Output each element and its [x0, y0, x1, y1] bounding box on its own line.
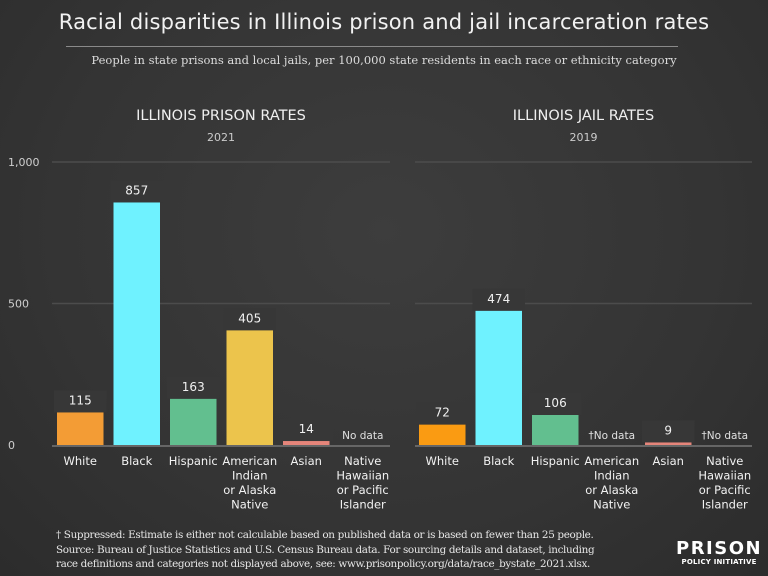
data-label: 474: [487, 292, 510, 306]
category-label: or Pacific: [699, 483, 751, 497]
logo-line-1: PRISON: [676, 538, 763, 559]
data-label: 115: [69, 393, 92, 407]
label-backdrop: [280, 419, 333, 442]
category-label: or Alaska: [585, 483, 638, 497]
category-label: White: [64, 454, 97, 468]
no-data-label: †No data: [701, 430, 748, 442]
data-label: 106: [544, 396, 567, 410]
bar-black: [475, 310, 522, 445]
data-label: 163: [182, 380, 205, 394]
bar-white: [57, 412, 104, 445]
category-label: American: [584, 454, 639, 468]
category-label: Black: [121, 454, 152, 468]
category-label: Native: [706, 454, 743, 468]
data-label: 14: [299, 422, 314, 436]
bar-asian: [645, 442, 692, 445]
label-backdrop: [54, 390, 107, 413]
category-label: or Pacific: [337, 483, 389, 497]
jail-chart-title: ILLINOIS JAIL RATES: [512, 108, 655, 124]
bar-hispanic: [170, 398, 217, 445]
y-tick-label: 500: [8, 298, 29, 311]
no-data-label: †No data: [588, 430, 635, 442]
category-label: Native: [231, 498, 268, 512]
data-label: 9: [664, 423, 672, 437]
title-divider: [66, 46, 678, 47]
category-label: Asian: [653, 454, 684, 468]
page-subtitle: People in state prisons and local jails,…: [91, 53, 677, 67]
label-backdrop: [110, 180, 163, 203]
bar-asian: [283, 441, 330, 445]
footnote: † Suppressed: Estimate is either not cal…: [56, 528, 595, 572]
label-backdrop: [223, 308, 276, 331]
category-label: Asian: [291, 454, 322, 468]
category-label: Hispanic: [169, 454, 218, 468]
label-backdrop: [472, 288, 525, 311]
category-label: Indian: [232, 469, 268, 483]
prison-policy-initiative-logo: PRISON POLICY INITIATIVE: [676, 538, 763, 567]
category-label: or Alaska: [223, 483, 276, 497]
jail-chart-year: 2019: [569, 131, 598, 144]
label-backdrop: [416, 402, 469, 425]
page-title: Racial disparities in Illinois prison an…: [58, 10, 710, 34]
category-label: Native: [344, 454, 381, 468]
bar-black: [113, 202, 160, 445]
footnote-source: Source: Bureau of Justice Statistics and…: [56, 543, 595, 556]
category-label: Hispanic: [531, 454, 580, 468]
data-label: 72: [435, 406, 450, 420]
bar-hispanic: [532, 415, 579, 445]
footnote-link: race definitions and categories not disp…: [56, 558, 590, 570]
data-label: 857: [125, 183, 148, 197]
label-backdrop: [529, 393, 582, 416]
category-label: White: [426, 454, 459, 468]
category-label: Black: [483, 454, 514, 468]
category-label: American: [222, 454, 277, 468]
y-tick-label: 1,000: [8, 156, 40, 169]
logo-line-2: POLICY INITIATIVE: [681, 558, 757, 566]
category-label: Native: [593, 498, 630, 512]
category-label: Hawaiian: [698, 469, 751, 483]
category-label: Hawaiian: [336, 469, 389, 483]
footnote-suppressed: † Suppressed: Estimate is either not cal…: [56, 529, 594, 541]
category-label: Islander: [340, 498, 386, 512]
no-data-label: No data: [342, 430, 383, 442]
label-backdrop: [642, 420, 695, 443]
category-label: Indian: [594, 469, 630, 483]
prison-chart-title: ILLINOIS PRISON RATES: [136, 108, 306, 124]
category-label: Islander: [702, 498, 748, 512]
y-tick-label: 0: [8, 439, 15, 452]
prison-chart-year: 2021: [207, 131, 235, 144]
bar-american-indian-or-alaska-native: [226, 330, 273, 445]
bar-white: [419, 424, 466, 445]
label-backdrop: [167, 376, 220, 399]
data-label: 405: [238, 311, 261, 325]
